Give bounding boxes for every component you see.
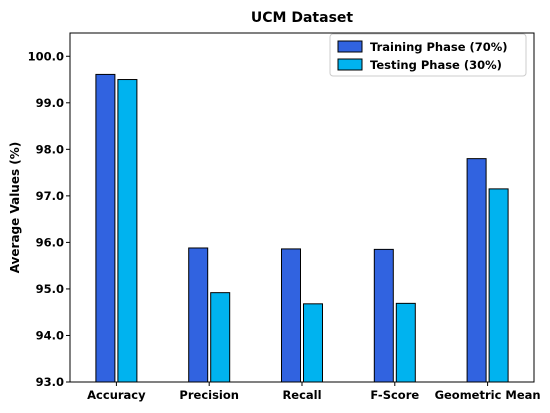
bar-accuracy-series-0	[95, 73, 116, 383]
x-tick-label-0: Accuracy	[87, 388, 146, 402]
legend: Training Phase (70%) Testing Phase (30%)	[329, 33, 527, 77]
legend-label-1: Testing Phase (30%)	[370, 58, 502, 72]
y-tick-label-1: 94.0	[36, 328, 64, 342]
y-axis-ticks: 93.0 94.0 95.0 96.0 97.0 98.0 99.0 100.0	[28, 49, 70, 389]
bar-recall-series-0	[281, 248, 301, 383]
x-tick-label-1: Precision	[179, 388, 239, 402]
legend-swatch-0	[337, 40, 363, 53]
y-tick-label-6: 99.0	[36, 96, 64, 110]
bar-f-score-series-1	[395, 302, 416, 383]
x-tick-label-4: Geometric Mean	[435, 388, 541, 402]
y-axis-label: Average Values (%)	[8, 142, 22, 274]
x-tick-label-3: F-Score	[370, 388, 419, 402]
bar-geometric-mean-series-0	[466, 158, 487, 383]
y-tick-label-3: 96.0	[36, 235, 64, 249]
x-tick-label-2: Recall	[282, 388, 321, 402]
y-tick-label-5: 98.0	[36, 142, 64, 156]
legend-swatch-1	[337, 58, 363, 71]
x-axis-ticks: Accuracy Precision Recall F-Score Geometric …	[87, 382, 541, 402]
bar-geometric-mean-series-1	[488, 188, 509, 383]
bar-recall-series-1	[303, 303, 323, 383]
bar-precision-series-1	[210, 292, 231, 383]
legend-label-0: Training Phase (70%)	[370, 40, 508, 54]
plot-frame	[69, 32, 535, 383]
y-tick-label-0: 93.0	[36, 375, 64, 389]
bar-accuracy-series-1	[117, 79, 138, 383]
bar-f-score-series-0	[373, 248, 394, 383]
y-tick-label-4: 97.0	[36, 189, 64, 203]
y-tick-label-2: 95.0	[36, 282, 64, 296]
chart-title: UCM Dataset	[251, 10, 353, 26]
y-tick-label-7: 100.0	[28, 49, 64, 63]
bars-group	[95, 73, 509, 383]
legend-box	[329, 33, 527, 77]
bar-precision-series-0	[188, 247, 209, 383]
